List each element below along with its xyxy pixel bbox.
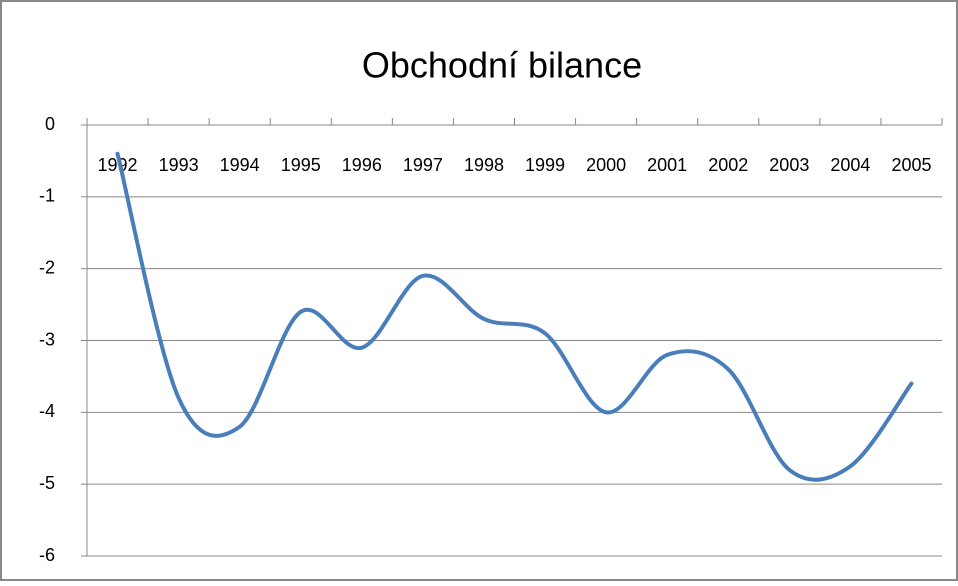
x-tick-label: 2004 bbox=[830, 155, 870, 175]
chart-title: Obchodní bilance bbox=[362, 45, 642, 86]
x-tick-label: 1999 bbox=[525, 155, 565, 175]
x-tick-label: 2003 bbox=[769, 155, 809, 175]
x-tick-label: 2002 bbox=[708, 155, 748, 175]
x-tick-label: 2001 bbox=[647, 155, 687, 175]
y-tick-label: -6 bbox=[39, 545, 55, 565]
x-tick-label: 2000 bbox=[586, 155, 626, 175]
x-tick-label: 1996 bbox=[342, 155, 382, 175]
y-tick-label: -1 bbox=[39, 186, 55, 206]
y-tick-label: -4 bbox=[39, 401, 55, 421]
data-line bbox=[115, 151, 914, 482]
x-tick-label: 1993 bbox=[159, 155, 199, 175]
y-tick-label: -5 bbox=[39, 473, 55, 493]
x-tick-label: 1994 bbox=[220, 155, 260, 175]
y-tick-label: -2 bbox=[39, 257, 55, 277]
y-tick-label: -3 bbox=[39, 329, 55, 349]
y-tick-label: 0 bbox=[45, 114, 55, 134]
x-tick-label: 2005 bbox=[891, 155, 931, 175]
x-tick-label: 1995 bbox=[281, 155, 321, 175]
x-tick-label: 1992 bbox=[98, 155, 138, 175]
x-tick-label: 1998 bbox=[464, 155, 504, 175]
x-tick-label: 1997 bbox=[403, 155, 443, 175]
